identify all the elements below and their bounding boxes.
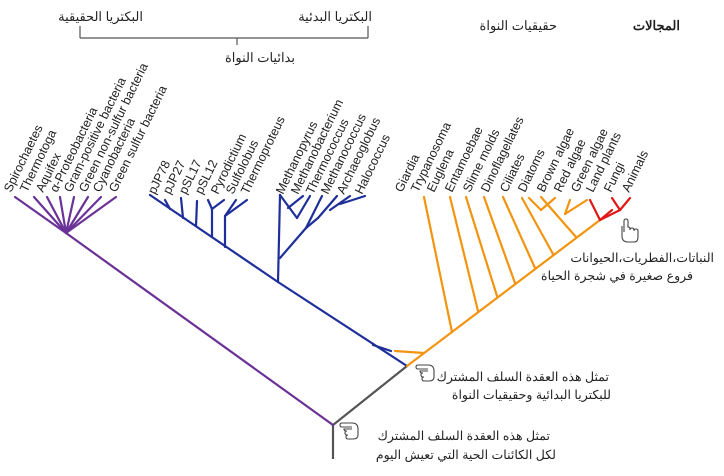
eukaryota-clade xyxy=(393,195,602,368)
bacteria-domain-label: البكتريا الحقيقية xyxy=(58,9,143,25)
pointing-hand-icon xyxy=(339,422,359,440)
archaea-domain-label: البكتريا البدئية xyxy=(298,9,372,25)
pointing-hand-icon xyxy=(621,218,639,243)
plants-note-line1: النباتات،الفطريات،الحيوانات xyxy=(570,251,714,266)
common-ancestor-note-line2: للبكتريا البدائية وحقيقيات النواة xyxy=(452,388,611,403)
root-note-line1: تمثل هذه العقدة السلف المشترك xyxy=(378,429,551,444)
root-trunk xyxy=(331,365,408,459)
plants-note-line2: فروع صغيرة في شجرة الحياة xyxy=(541,269,693,284)
root-note-line2: لكل الكائنات الحية التي تعيش اليوم xyxy=(376,448,556,463)
bacteria-leaf-labels: Spirochaetes Thermotoga Aquifex α-Proteo… xyxy=(1,61,170,195)
domains-label: المجالات xyxy=(633,18,680,33)
prokaryotes-label: بدائيات النواة xyxy=(225,50,295,66)
pointing-hand-icon xyxy=(415,364,435,382)
eukaryota-domain-label: حقيقيات النواة xyxy=(480,18,557,34)
common-ancestor-note-line1: تمثل هذه العقدة السلف المشترك xyxy=(437,370,610,385)
plants-fungi-animals-clade xyxy=(588,196,632,222)
bacteria-clade xyxy=(13,195,335,427)
eukaryota-leaf-labels: Giardia Trypanosoma Euglena Entamoebae S… xyxy=(392,114,651,194)
archaea-clade xyxy=(148,193,409,368)
prokaryotes-bracket xyxy=(79,26,369,45)
archaea-leaf-labels: pJP78 pJP27 pSL17 pSL12 Pyrodictium Sulf… xyxy=(145,97,393,196)
